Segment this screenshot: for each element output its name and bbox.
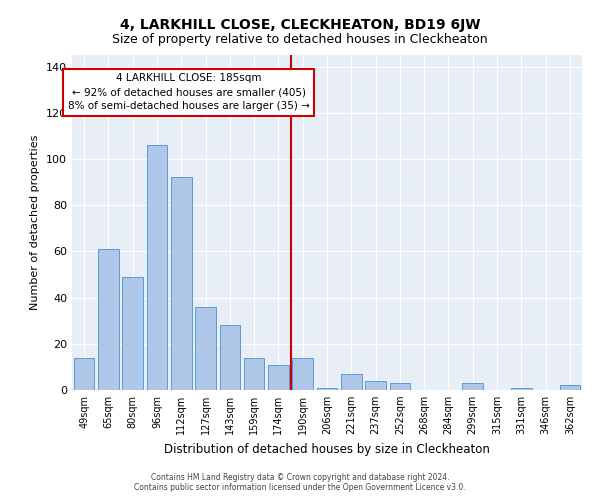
Bar [220, 326, 240, 390]
Bar [268, 364, 289, 390]
Text: 4, LARKHILL CLOSE, CLECKHEATON, BD19 6JW: 4, LARKHILL CLOSE, CLECKHEATON, BD19 6JW [120, 18, 480, 32]
Bar [98, 249, 119, 390]
Bar [560, 386, 580, 390]
Bar [146, 145, 167, 390]
Bar [389, 383, 410, 390]
Bar [317, 388, 337, 390]
Bar [244, 358, 265, 390]
Y-axis label: Number of detached properties: Number of detached properties [31, 135, 40, 310]
Bar [195, 307, 216, 390]
Text: Size of property relative to detached houses in Cleckheaton: Size of property relative to detached ho… [112, 32, 488, 46]
Bar [292, 358, 313, 390]
Bar [463, 383, 483, 390]
Text: 4 LARKHILL CLOSE: 185sqm
← 92% of detached houses are smaller (405)
8% of semi-d: 4 LARKHILL CLOSE: 185sqm ← 92% of detach… [68, 74, 310, 112]
Bar [365, 381, 386, 390]
Bar [122, 277, 143, 390]
Bar [511, 388, 532, 390]
Bar [74, 358, 94, 390]
X-axis label: Distribution of detached houses by size in Cleckheaton: Distribution of detached houses by size … [164, 442, 490, 456]
Bar [341, 374, 362, 390]
Text: Contains HM Land Registry data © Crown copyright and database right 2024.
Contai: Contains HM Land Registry data © Crown c… [134, 473, 466, 492]
Bar [171, 178, 191, 390]
